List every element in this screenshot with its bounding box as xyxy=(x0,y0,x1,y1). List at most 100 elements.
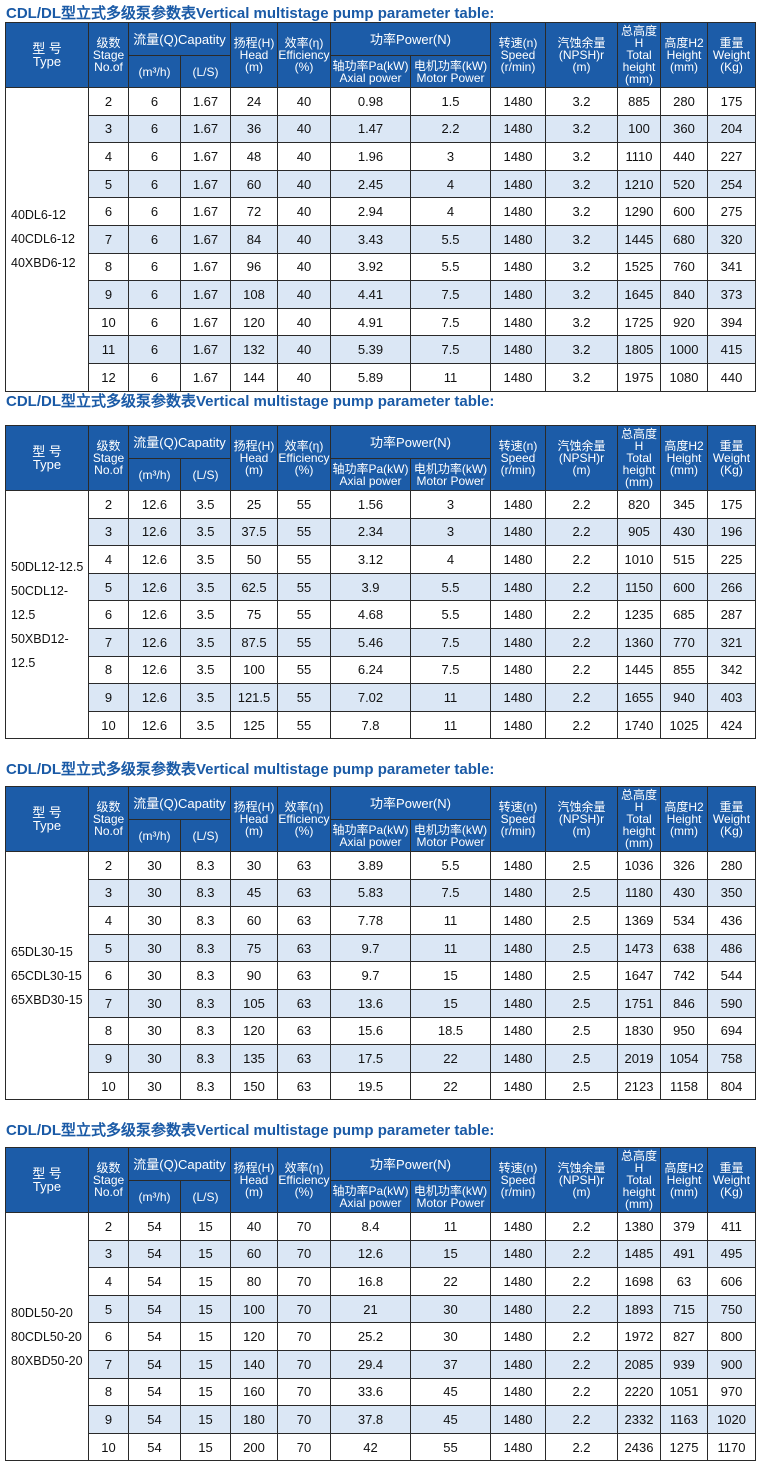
header-line: height xyxy=(622,60,656,74)
data-cell: 120 xyxy=(230,1322,278,1351)
header-cell: 型 号 Type xyxy=(5,22,89,88)
data-cell: 30 xyxy=(128,1016,181,1046)
data-cell: 1480 xyxy=(490,655,546,685)
data-cell: 1369 xyxy=(617,906,661,935)
header-line: (r/min) xyxy=(500,60,536,74)
data-cell: 54 xyxy=(128,1349,181,1379)
header-line: Head xyxy=(239,451,269,465)
data-cell: 30 xyxy=(128,961,181,990)
data-cell: 8.3 xyxy=(180,878,231,908)
header-line: 总高度H xyxy=(620,24,657,50)
data-cell: 800 xyxy=(707,1322,756,1351)
data-cell: 2.2 xyxy=(545,710,618,740)
header-line: 功率Power(N) xyxy=(370,31,451,47)
data-cell: 3.2 xyxy=(545,224,618,254)
data-cell: 40 xyxy=(277,197,331,226)
data-cell: 37 xyxy=(410,1349,491,1379)
data-cell: 360 xyxy=(660,114,708,144)
data-cell: 55 xyxy=(277,627,331,657)
header-line: (m) xyxy=(572,1185,591,1199)
data-cell: 5.89 xyxy=(330,362,411,392)
data-cell: 11 xyxy=(410,933,491,963)
table-title: CDL/DL型立式多级泵参数表Vertical multistage pump … xyxy=(6,761,495,778)
data-cell: 3 xyxy=(410,490,491,519)
header-cell: 汽蚀余量 (NPSH)r (m) xyxy=(545,425,618,491)
data-cell: 144 xyxy=(230,362,278,392)
data-row: 10 12.6 3.5 125 55 7.8 11 1480 2.2 1740 1025 424 xyxy=(6,710,756,740)
data-cell: 180 xyxy=(230,1405,278,1434)
header-line: 高度H2 xyxy=(664,1161,704,1175)
data-cell: 280 xyxy=(660,87,708,116)
header-cell: 汽蚀余量 (NPSH)r (m) xyxy=(545,786,618,852)
data-row: 7 30 8.3 105 63 13.6 15 1480 2.5 1751 846 590 xyxy=(6,988,756,1018)
data-cell: 3.5 xyxy=(180,490,231,519)
data-cell: 2.2 xyxy=(545,490,618,519)
header-cell: 转速(n) Speed (r/min) xyxy=(490,786,546,852)
header-line: Efficiency xyxy=(278,451,330,465)
header-line: 轴功率Pa(kW) xyxy=(332,1183,409,1198)
header-line: 型 号 xyxy=(32,41,62,56)
header-cell: 流量(Q)Capatity xyxy=(128,22,231,56)
data-cell: 3.5 xyxy=(180,572,231,602)
data-cell: 1893 xyxy=(617,1294,661,1324)
header-line: 总高度H xyxy=(620,788,657,814)
header-row: (m³/h) (L/S) 轴功率Pa(kW) Axial power 电机功率(kW) M… xyxy=(6,819,756,852)
data-cell: 22 xyxy=(410,1044,491,1073)
header-cell: 级数 Stage No.of xyxy=(88,1147,129,1213)
data-cell: 491 xyxy=(660,1239,708,1269)
data-cell: 25 xyxy=(230,490,278,519)
data-cell: 430 xyxy=(660,517,708,547)
data-cell: 60 xyxy=(230,1239,278,1269)
data-cell: 4.68 xyxy=(330,600,411,629)
data-cell: 1480 xyxy=(490,1016,546,1046)
header-line: (%) xyxy=(294,463,314,477)
data-cell: 3.9 xyxy=(330,572,411,602)
data-cell: 1480 xyxy=(490,961,546,990)
data-cell: 5.5 xyxy=(410,851,491,880)
data-cell: 16.8 xyxy=(330,1267,411,1296)
data-cell: 2.2 xyxy=(545,545,618,574)
data-cell: 1480 xyxy=(490,710,546,740)
data-cell: 7.78 xyxy=(330,906,411,935)
data-cell: 1480 xyxy=(490,362,546,392)
data-row: 3 54 15 60 70 12.6 15 1480 2.2 1485 491 495 xyxy=(6,1239,756,1269)
header-line: No.of xyxy=(94,60,123,74)
header-line: Height xyxy=(666,812,702,826)
data-cell: 4 xyxy=(88,906,129,935)
header-line: (mm) xyxy=(625,72,653,86)
header-line: (L/S) xyxy=(192,1189,219,1204)
data-cell: 40 xyxy=(277,114,331,144)
data-cell: 55 xyxy=(277,683,331,712)
data-cell: 4 xyxy=(88,1267,129,1296)
data-cell: 96 xyxy=(230,252,278,282)
header-cell: 重量 Weight (Kg) xyxy=(707,22,756,88)
data-cell: 200 xyxy=(230,1432,278,1461)
data-cell: 70 xyxy=(277,1239,331,1269)
data-cell: 440 xyxy=(707,362,756,392)
data-cell: 37.5 xyxy=(230,517,278,547)
data-cell: 196 xyxy=(707,517,756,547)
header-line: 功率Power(N) xyxy=(370,434,451,450)
data-row: 6 6 1.67 72 40 2.94 4 1480 3.2 1290 600 275 xyxy=(6,197,756,226)
data-cell: 30 xyxy=(128,1071,181,1101)
data-cell: 3.92 xyxy=(330,252,411,282)
data-cell: 320 xyxy=(707,224,756,254)
data-cell: 7 xyxy=(88,627,129,657)
data-cell: 18.5 xyxy=(410,1016,491,1046)
header-line: Height xyxy=(666,451,702,465)
header-line: 汽蚀余量 xyxy=(557,36,606,50)
data-cell: 342 xyxy=(707,655,756,685)
data-row: 10 30 8.3 150 63 19.5 22 1480 2.5 2123 1158 804 xyxy=(6,1071,756,1101)
data-cell: 8.3 xyxy=(180,988,231,1018)
data-cell: 12.6 xyxy=(330,1239,411,1269)
header-line: Speed xyxy=(500,812,536,826)
header-cell: (m³/h) xyxy=(128,819,181,852)
data-cell: 7.5 xyxy=(410,307,491,337)
data-cell: 100 xyxy=(617,114,661,144)
data-cell: 3.2 xyxy=(545,335,618,364)
data-cell: 350 xyxy=(707,878,756,908)
data-cell: 8 xyxy=(88,1016,129,1046)
data-cell: 5.46 xyxy=(330,627,411,657)
data-cell: 1725 xyxy=(617,307,661,337)
data-cell: 2.5 xyxy=(545,961,618,990)
